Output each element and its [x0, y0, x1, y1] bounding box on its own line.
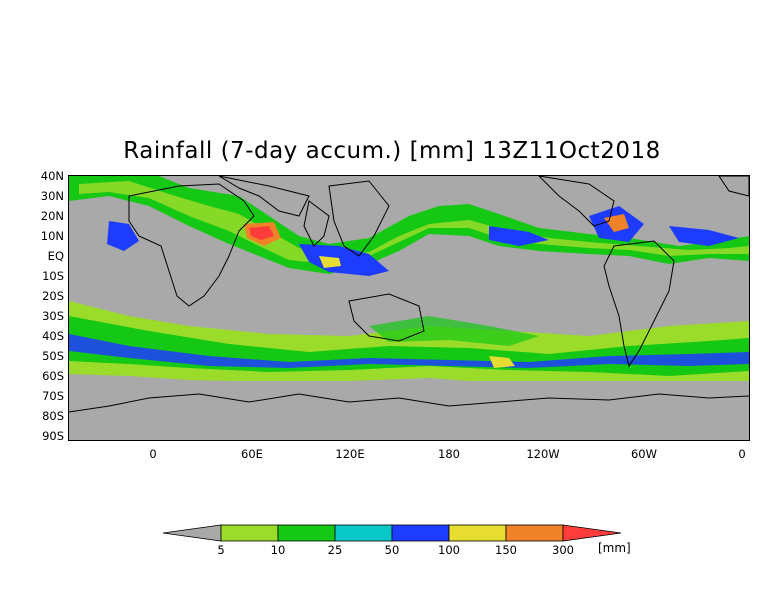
lat-label-eq: EQ: [47, 249, 64, 263]
rain-band-north: [69, 176, 749, 276]
lon-label-60w: 60W: [630, 447, 657, 461]
lat-label-20n: 20N: [40, 209, 64, 223]
lat-label-40n: 40N: [40, 169, 64, 183]
lon-label-0: 0: [149, 447, 157, 461]
legend-swatch-100-150: [448, 524, 507, 542]
legend-swatch-25-50: [334, 524, 393, 542]
lat-label-30s: 30S: [42, 309, 64, 323]
legend-swatch-10-25: [277, 524, 336, 542]
lat-label-50s: 50S: [42, 349, 64, 363]
legend-swatch-above-300: [562, 524, 622, 542]
legend-swatch-50-100: [391, 524, 450, 542]
legend-label-300: 300: [552, 543, 574, 557]
lon-label-0-right: 0: [738, 447, 746, 461]
legend-label-100: 100: [438, 543, 460, 557]
legend-label-10: 10: [270, 543, 286, 557]
lat-label-60s: 60S: [42, 369, 64, 383]
lon-label-180: 180: [438, 447, 460, 461]
lon-label-120e: 120E: [335, 447, 365, 461]
legend-label-50: 50: [384, 543, 400, 557]
lat-label-20s: 20S: [42, 289, 64, 303]
legend-swatch-below-5: [162, 524, 222, 542]
legend-label-25: 25: [327, 543, 343, 557]
legend-units: [mm]: [598, 541, 631, 555]
lat-label-10n: 10N: [40, 229, 64, 243]
rainfall-map-svg: [69, 176, 749, 440]
lon-label-60e: 60E: [241, 447, 263, 461]
lat-label-10s: 10S: [42, 269, 64, 283]
legend-label-5: 5: [217, 543, 225, 557]
antarctic-region: [69, 381, 749, 440]
legend-swatch-5-10: [220, 524, 279, 542]
rain-band-south: [69, 301, 749, 388]
rainfall-map: [68, 175, 750, 441]
legend-swatch-150-300: [505, 524, 564, 542]
coastlines: [69, 176, 749, 413]
lat-label-40s: 40S: [42, 329, 64, 343]
legend-label-150: 150: [495, 543, 517, 557]
lon-label-120w: 120W: [526, 447, 560, 461]
lat-label-90s: 90S: [42, 429, 64, 443]
lat-label-80s: 80S: [42, 409, 64, 423]
map-title: Rainfall (7-day accum.) [mm] 13Z11Oct201…: [123, 138, 661, 164]
lat-label-30n: 30N: [40, 189, 64, 203]
lat-label-70s: 70S: [42, 389, 64, 403]
